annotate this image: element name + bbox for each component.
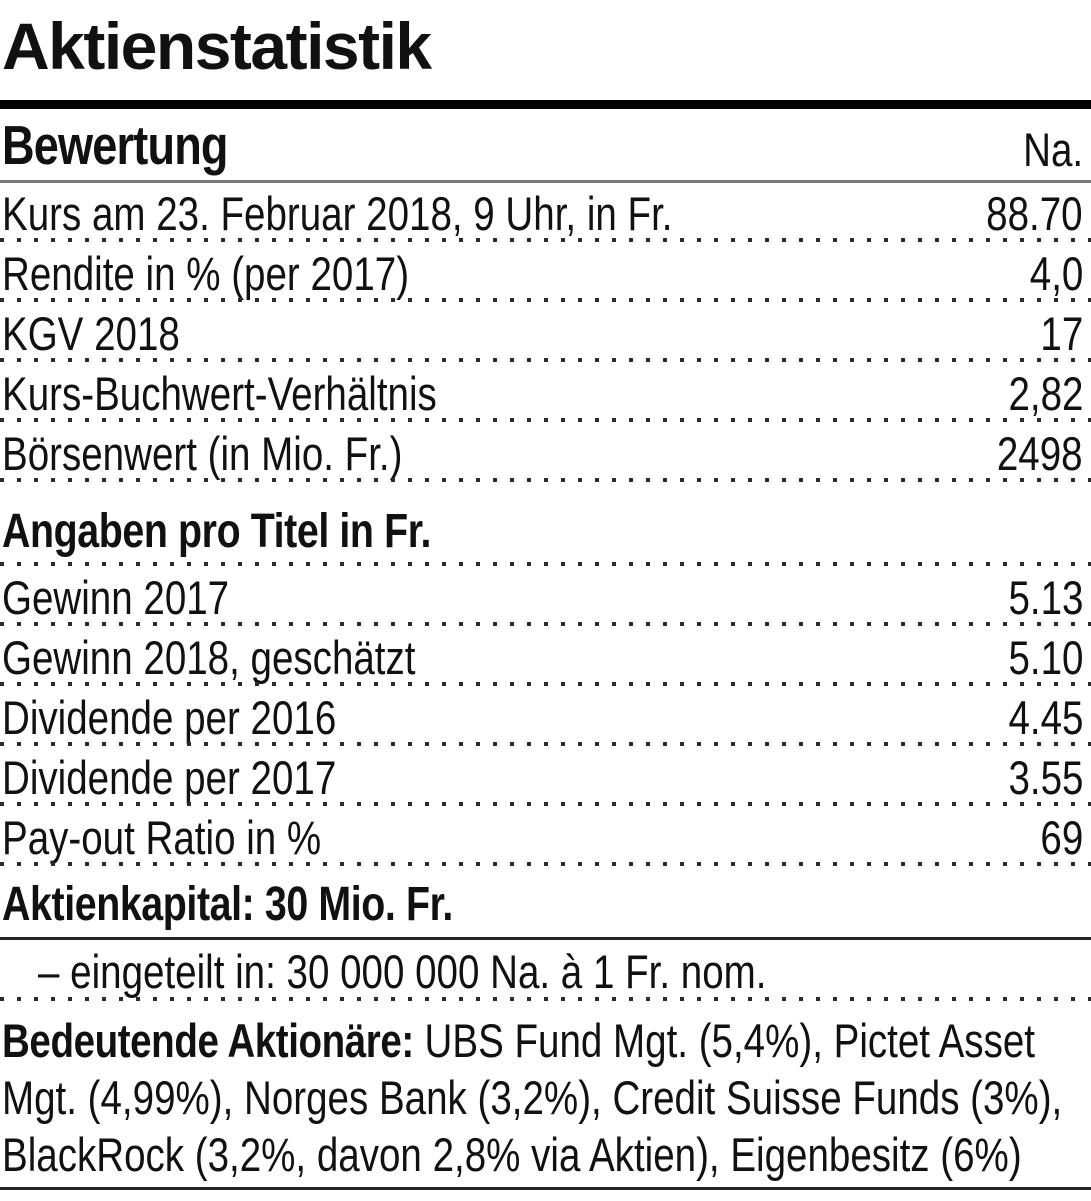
aktienkapital-heading-text: Aktienkapital: 30 Mio. Fr. — [2, 878, 453, 931]
row-kurs: Kurs am 23. Februar 2018, 9 Uhr, in Fr. … — [0, 183, 1091, 243]
bottom-rule — [0, 1187, 1091, 1190]
column-header-bewertung: Bewertung — [2, 114, 228, 176]
aktionaere-lead: Bedeutende Aktionäre: — [2, 1014, 414, 1067]
aktienkapital-detail-text: – eingeteilt in: 30 000 000 Na. à 1 Fr. … — [38, 944, 767, 998]
row-label: Pay-out Ratio in % — [2, 810, 322, 864]
row-value: 4,0 — [1029, 246, 1083, 300]
aktionaere-line-2: Mgt. (4,99%), Norges Bank (3,2%), Credit… — [2, 1069, 1091, 1126]
row-value: 2,82 — [1007, 366, 1083, 420]
page-title-wrap: Aktienstatistik — [0, 0, 1091, 100]
row-value: 3.55 — [1007, 750, 1083, 804]
row-label: Kurs-Buchwert-Verhältnis — [2, 366, 437, 420]
row-value: 4.45 — [1007, 690, 1083, 744]
row-label: KGV 2018 — [2, 306, 180, 360]
row-label: Dividende per 2017 — [2, 750, 337, 804]
row-value: 88.70 — [986, 186, 1083, 240]
row-value: 2498 — [997, 426, 1083, 480]
aktienkapital-detail: – eingeteilt in: 30 000 000 Na. à 1 Fr. … — [0, 940, 1091, 1002]
row-label: Dividende per 2016 — [2, 690, 337, 744]
section-header-pro-titel: Angaben pro Titel in Fr. — [0, 483, 1091, 567]
aktionaere-line-3: BlackRock (3,2%, davon 2,8% via Aktien),… — [2, 1126, 1091, 1183]
row-label: Gewinn 2017 — [2, 570, 230, 624]
aktionaere-line-3-text: BlackRock (3,2%, davon 2,8% via Aktien),… — [2, 1128, 1022, 1181]
row-payout-ratio: Pay-out Ratio in % 69 — [0, 807, 1091, 867]
statistics-table: Bewertung Na. Kurs am 23. Februar 2018, … — [0, 109, 1091, 867]
row-label: Rendite in % (per 2017) — [2, 246, 410, 300]
row-value: 69 — [1040, 810, 1083, 864]
row-label: Kurs am 23. Februar 2018, 9 Uhr, in Fr. — [2, 186, 673, 240]
row-kurs-buchwert: Kurs-Buchwert-Verhältnis 2,82 — [0, 363, 1091, 423]
row-rendite: Rendite in % (per 2017) 4,0 — [0, 243, 1091, 303]
aktionaere-paragraph: Bedeutende Aktionäre: UBS Fund Mgt. (5,4… — [0, 1002, 1091, 1183]
top-rule — [0, 100, 1091, 109]
aktionaere-line-1: Bedeutende Aktionäre: UBS Fund Mgt. (5,4… — [2, 1012, 1091, 1069]
row-gewinn-2018: Gewinn 2018, geschätzt 5.10 — [0, 627, 1091, 687]
aktionaere-line-2-text: Mgt. (4,99%), Norges Bank (3,2%), Credit… — [2, 1071, 1063, 1124]
row-boersenwert: Börsenwert (in Mio. Fr.) 2498 — [0, 423, 1091, 483]
section-header-label: Angaben pro Titel in Fr. — [2, 505, 431, 558]
row-label: Börsenwert (in Mio. Fr.) — [2, 426, 403, 480]
row-dividende-2016: Dividende per 2016 4.45 — [0, 687, 1091, 747]
row-value: 5.13 — [1007, 570, 1083, 624]
column-header-unit: Na. — [1023, 123, 1083, 176]
table-header-row: Bewertung Na. — [0, 109, 1091, 183]
row-label: Gewinn 2018, geschätzt — [2, 630, 416, 684]
page-title: Aktienstatistik — [2, 9, 432, 83]
row-dividende-2017: Dividende per 2017 3.55 — [0, 747, 1091, 807]
aktienkapital-heading: Aktienkapital: 30 Mio. Fr. — [0, 867, 1091, 940]
row-value: 17 — [1040, 306, 1083, 360]
row-gewinn-2017: Gewinn 2017 5.13 — [0, 567, 1091, 627]
row-value: 5.10 — [1007, 630, 1083, 684]
aktionaere-line-1-text: UBS Fund Mgt. (5,4%), Pictet Asset — [413, 1014, 1035, 1067]
row-kgv: KGV 2018 17 — [0, 303, 1091, 363]
